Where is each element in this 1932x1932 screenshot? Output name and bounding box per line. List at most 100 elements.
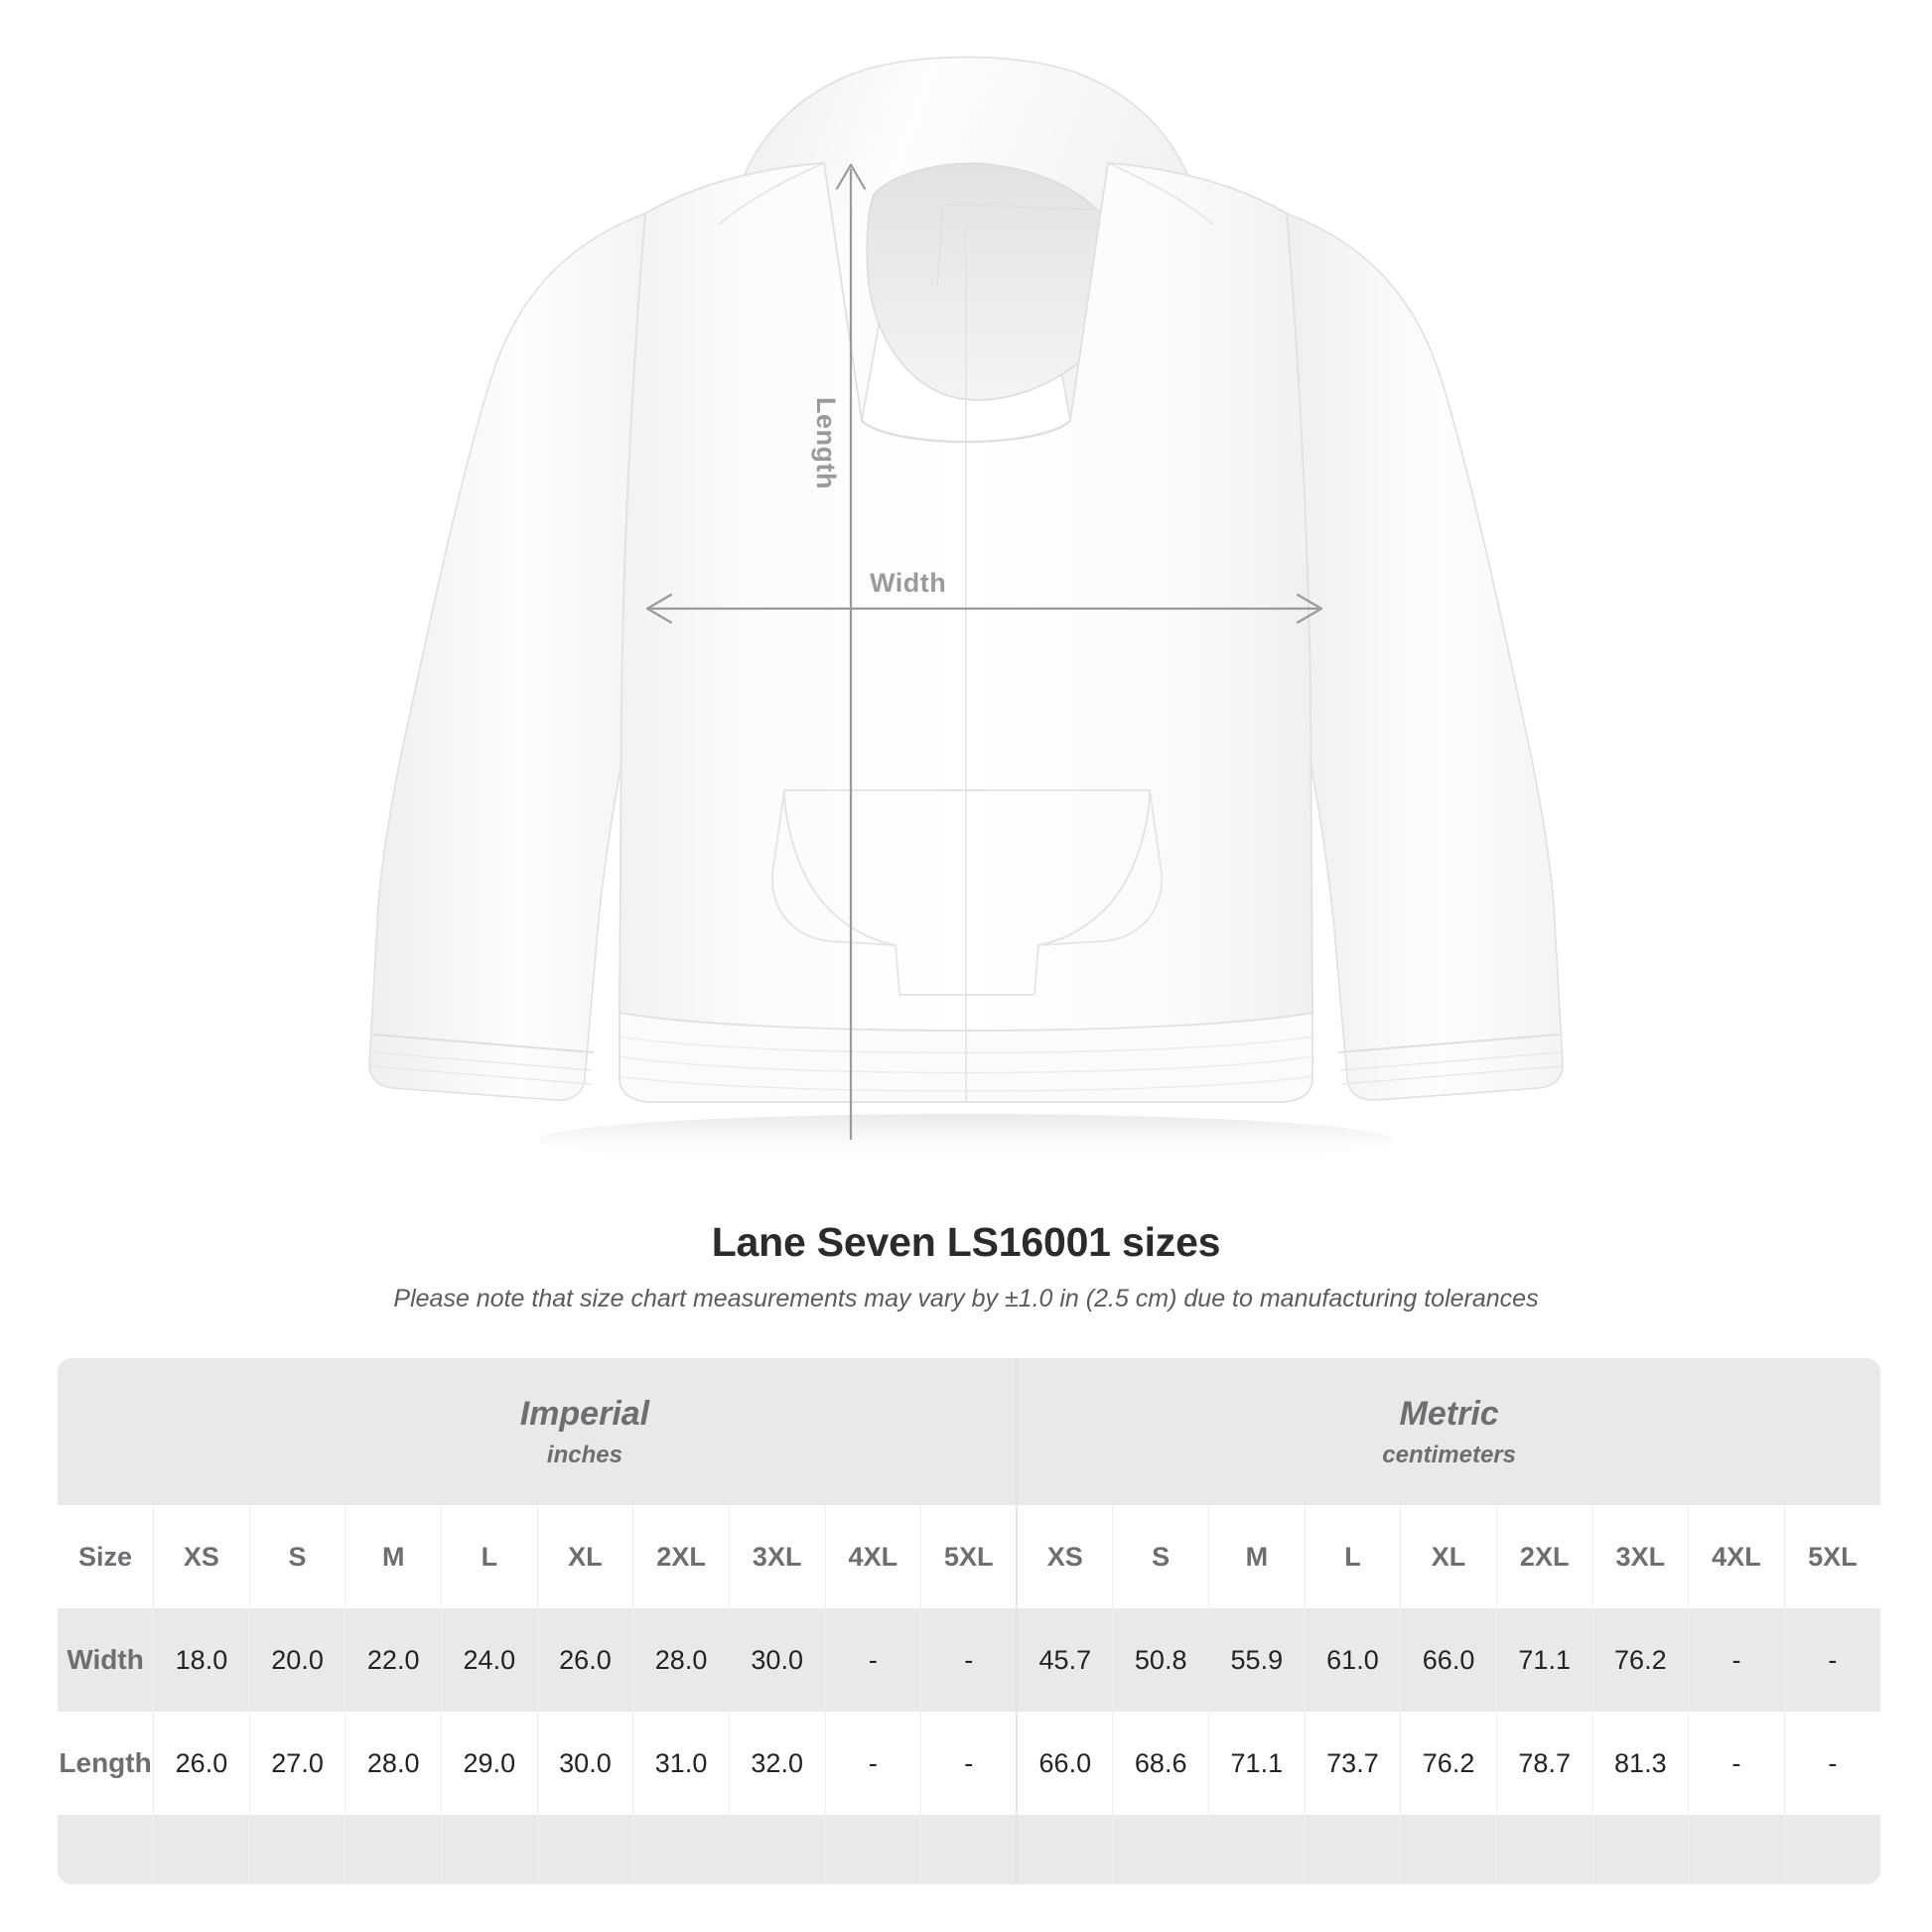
- size-table-container: Imperial inches Metric centimeters Size …: [58, 1358, 1880, 1884]
- cell-width-imperial-s: 20.0: [248, 1608, 345, 1712]
- footer-cell: [1304, 1815, 1401, 1884]
- cell-width-imperial-4xl: -: [824, 1608, 921, 1712]
- size-header-metric-3xl: 3XL: [1591, 1505, 1689, 1608]
- footer-cell: [153, 1815, 250, 1884]
- row-label-length: Length: [58, 1712, 154, 1815]
- cell-length-imperial-3xl: 32.0: [728, 1712, 825, 1815]
- length-arrowhead-top: [835, 163, 867, 191]
- garment-illustration: Width Length: [368, 56, 1564, 1166]
- footer-cell: [632, 1815, 730, 1884]
- size-header-metric-2xl: 2XL: [1495, 1505, 1592, 1608]
- cell-length-imperial-xs: 26.0: [153, 1712, 250, 1815]
- width-arrowhead-right: [1296, 593, 1323, 624]
- drop-shadow: [539, 1114, 1393, 1166]
- hood-seam-top: [944, 204, 1119, 211]
- right-sleeve: [1286, 211, 1564, 1101]
- size-header-imperial-m: M: [345, 1505, 442, 1608]
- size-header-imperial-s: S: [248, 1505, 345, 1608]
- cell-length-metric-m: 71.1: [1208, 1712, 1306, 1815]
- unit-sub-metric: centimeters: [1382, 1442, 1516, 1469]
- size-header-row: Size XS S M L XL 2XL 3XL 4XL 5XL XS S M …: [58, 1505, 1880, 1608]
- footer-cell: [441, 1815, 538, 1884]
- table-head: Imperial inches Metric centimeters Size …: [58, 1358, 1880, 1608]
- cell-width-metric-2xl: 71.1: [1495, 1608, 1592, 1712]
- footer-cell: [1400, 1815, 1497, 1884]
- right-cuff-seam: [1337, 1034, 1560, 1053]
- cell-width-metric-s: 50.8: [1112, 1608, 1209, 1712]
- cell-width-metric-4xl: -: [1688, 1608, 1785, 1712]
- size-header-metric-4xl: 4XL: [1688, 1505, 1785, 1608]
- footer-cell: [1112, 1815, 1209, 1884]
- cell-length-imperial-4xl: -: [824, 1712, 921, 1815]
- cell-width-metric-5xl: -: [1783, 1608, 1880, 1712]
- footer-cell: [1688, 1815, 1785, 1884]
- size-header-metric-l: L: [1304, 1505, 1401, 1608]
- cell-length-metric-2xl: 78.7: [1495, 1712, 1592, 1815]
- unit-corner-cell: [58, 1358, 154, 1505]
- unit-name-metric: Metric: [1399, 1394, 1499, 1433]
- cell-length-metric-xl: 76.2: [1400, 1712, 1497, 1815]
- row-label-width: Width: [58, 1608, 154, 1712]
- cell-length-imperial-s: 27.0: [248, 1712, 345, 1815]
- cell-length-metric-xs: 66.0: [1016, 1712, 1113, 1815]
- size-header-imperial-xl: XL: [536, 1505, 633, 1608]
- page-title: Lane Seven LS16001 sizes: [711, 1219, 1221, 1265]
- cell-length-metric-s: 68.6: [1112, 1712, 1209, 1815]
- size-header-metric-5xl: 5XL: [1783, 1505, 1880, 1608]
- size-header-imperial-3xl: 3XL: [728, 1505, 825, 1608]
- footer-cell-label: [58, 1815, 154, 1884]
- size-header-metric-xl: XL: [1400, 1505, 1497, 1608]
- size-header-metric-s: S: [1112, 1505, 1209, 1608]
- width-arrowhead-left: [645, 593, 673, 624]
- footer-cell: [1208, 1815, 1306, 1884]
- right-shoulder-seam: [1107, 162, 1214, 225]
- left-sleeve: [368, 211, 646, 1101]
- table-row-length: Length 26.0 27.0 28.0 29.0 30.0 31.0 32.…: [58, 1712, 1880, 1815]
- left-cuff-seam: [372, 1034, 595, 1053]
- table-body: Width 18.0 20.0 22.0 24.0 26.0 28.0 30.0…: [58, 1608, 1880, 1884]
- cell-width-metric-l: 61.0: [1304, 1608, 1401, 1712]
- tolerance-note: Please note that size chart measurements…: [393, 1285, 1539, 1312]
- size-header-metric-m: M: [1208, 1505, 1306, 1608]
- footer-cell: [728, 1815, 825, 1884]
- unit-header-metric: Metric centimeters: [1016, 1358, 1880, 1505]
- table-footer-row: [58, 1815, 1880, 1884]
- left-cuff-ribbing: [369, 1051, 593, 1085]
- pocket-left-opening: [783, 789, 897, 946]
- footer-cell: [1783, 1815, 1880, 1884]
- footer-cell: [1016, 1815, 1113, 1884]
- cell-width-metric-xs: 45.7: [1016, 1608, 1113, 1712]
- size-header-imperial-5xl: 5XL: [920, 1505, 1018, 1608]
- hood-seam-side: [936, 204, 944, 289]
- width-measure-label: Width: [870, 568, 947, 598]
- cell-width-metric-m: 55.9: [1208, 1608, 1306, 1712]
- right-cuff-ribbing: [1339, 1051, 1563, 1085]
- cell-length-imperial-xl: 30.0: [536, 1712, 633, 1815]
- size-header-label: Size: [58, 1505, 154, 1608]
- unit-name-imperial: Imperial: [519, 1394, 650, 1433]
- cell-length-metric-5xl: -: [1783, 1712, 1880, 1815]
- hoodie-drawing: [368, 56, 1564, 1166]
- cell-length-imperial-2xl: 31.0: [632, 1712, 730, 1815]
- size-header-imperial-2xl: 2XL: [632, 1505, 730, 1608]
- cell-length-metric-l: 73.7: [1304, 1712, 1401, 1815]
- size-header-imperial-l: L: [441, 1505, 538, 1608]
- footer-cell: [824, 1815, 921, 1884]
- cell-width-metric-xl: 66.0: [1400, 1608, 1497, 1712]
- pocket-right-opening: [1037, 789, 1151, 946]
- footer-cell: [248, 1815, 345, 1884]
- footer-cell: [536, 1815, 633, 1884]
- size-header-imperial-xs: XS: [153, 1505, 250, 1608]
- unit-header-imperial: Imperial inches: [153, 1358, 1018, 1505]
- size-header-metric-xs: XS: [1016, 1505, 1113, 1608]
- cell-length-imperial-5xl: -: [920, 1712, 1018, 1815]
- cell-width-imperial-xl: 26.0: [536, 1608, 633, 1712]
- cell-length-imperial-m: 28.0: [345, 1712, 442, 1815]
- cell-length-metric-3xl: 81.3: [1591, 1712, 1689, 1815]
- cell-width-imperial-xs: 18.0: [153, 1608, 250, 1712]
- cell-width-imperial-2xl: 28.0: [632, 1608, 730, 1712]
- footer-cell: [345, 1815, 442, 1884]
- cell-length-imperial-l: 29.0: [441, 1712, 538, 1815]
- kangaroo-pocket: [770, 789, 1164, 996]
